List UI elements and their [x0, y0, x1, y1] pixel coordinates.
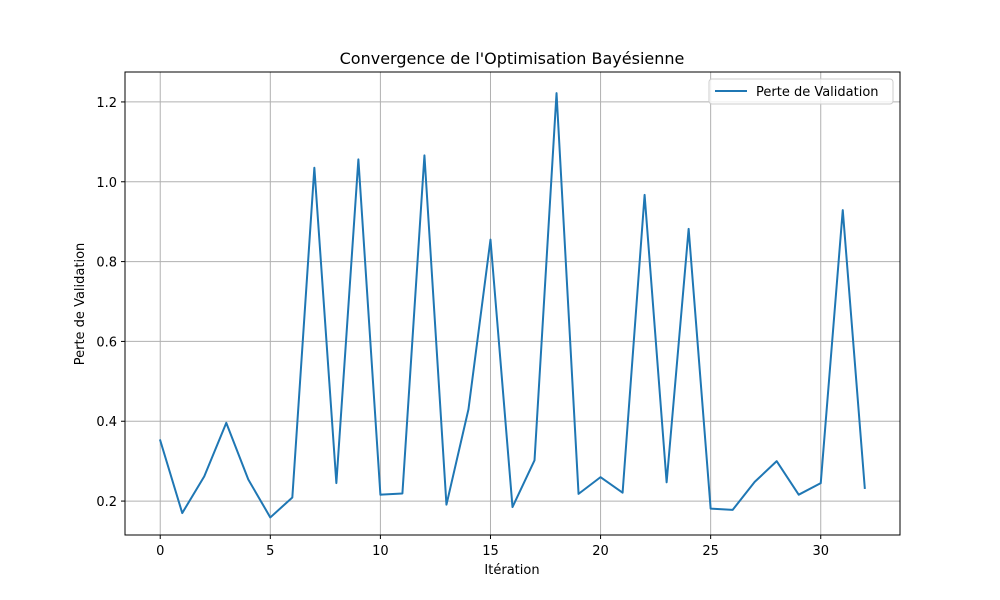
x-tick-label: 25: [702, 544, 719, 559]
y-tick-label: 1.0: [96, 176, 117, 191]
y-tick-label: 0.2: [96, 495, 117, 510]
y-tick-label: 0.8: [96, 256, 117, 271]
y-tick-label: 1.2: [96, 96, 117, 111]
y-tick-label: 0.6: [96, 335, 117, 350]
x-axis-title: Itération: [484, 563, 539, 578]
x-tick-label: 15: [482, 544, 499, 559]
legend-box: [708, 78, 894, 105]
plot-area-frame: [124, 71, 901, 536]
grid-lines: [125, 72, 900, 535]
x-axis: 0 5 10 15 20 25 30: [156, 535, 829, 559]
legend-label: Perte de Validation: [756, 85, 879, 100]
y-axis: 0.2 0.4 0.6 0.8 1.0 1.2: [96, 96, 125, 510]
legend: Perte de Validation: [708, 78, 894, 105]
series-line: [158, 92, 866, 519]
x-tick-label: 30: [812, 544, 829, 559]
chart-title: Convergence de l'Optimisation Bayésienne: [340, 49, 685, 68]
x-tick-label: 20: [592, 544, 609, 559]
x-tick-label: 10: [372, 544, 389, 559]
y-tick-label: 0.4: [96, 415, 117, 430]
y-axis-title: Perte de Validation: [73, 243, 88, 366]
x-tick-label: 0: [156, 544, 164, 559]
series-layer: [158, 92, 866, 519]
x-tick-label: 5: [266, 544, 274, 559]
